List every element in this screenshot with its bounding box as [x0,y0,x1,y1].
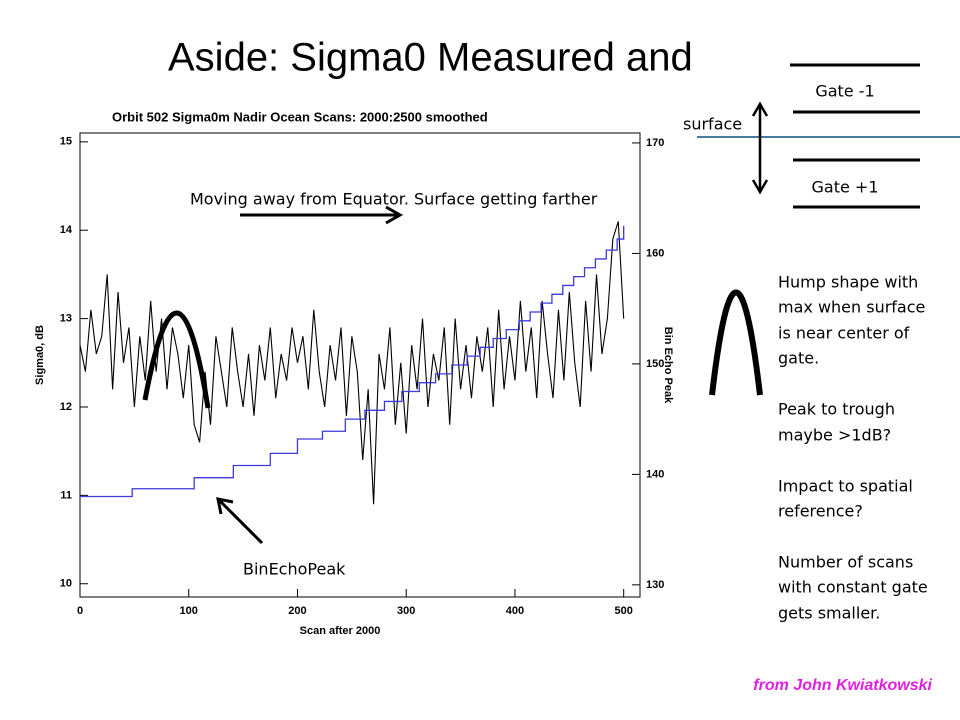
y2-tick-label: 160 [646,247,664,259]
note-line: maybe >1dB? [778,426,891,445]
hump-icon [709,289,763,396]
gate-label: Gate -1 [815,82,874,101]
y2-tick-label: 130 [646,579,664,591]
slide-title: Aside: Sigma0 Measured and [168,36,693,80]
series-line [79,221,625,505]
double-arrow [751,101,769,195]
y2-tick-label: 170 [646,137,664,149]
annotation: Moving away from Equator. Surface gettin… [190,190,598,209]
arrow [240,205,404,225]
notes: Hump shape with max when surface is near c… [778,273,928,623]
x-tick-label: 500 [615,605,633,617]
y2-tick-label: 140 [646,468,664,480]
y2-axis-label: Bin Echo Peak [662,327,674,404]
chart-title: Orbit 502 Sigma0m Nadir Ocean Scans: 200… [112,109,488,124]
series-line [80,225,625,498]
annotation: BinEchoPeak [243,560,346,579]
x-tick-label: 100 [180,605,198,617]
note-line: with constant gate [778,578,928,597]
arrow [216,497,264,545]
note-line: Impact to spatial [778,477,913,496]
credit: from John Kwiatkowski [753,677,932,694]
x-tick-label: 200 [288,605,306,617]
surface-label: surface [683,115,742,134]
note-line: Hump shape with [778,273,918,292]
note-line: gets smaller. [778,604,880,623]
note-line: reference? [778,502,863,521]
note-line: is near center of [778,324,910,343]
note-line: Peak to trough [778,400,895,419]
y-tick-label: 14 [60,224,73,236]
y-tick-label: 15 [60,136,72,148]
note-line: max when surface [778,298,925,317]
hump-overlay [142,310,211,409]
note-line: gate. [778,349,819,368]
x-axis-label: Scan after 2000 [300,625,381,637]
y-tick-label: 12 [60,401,72,413]
gate-label: Gate +1 [812,178,879,197]
x-tick-label: 300 [397,605,415,617]
y2-tick-label: 150 [646,358,664,370]
y-tick-label: 13 [60,313,72,325]
plot-frame [79,132,641,598]
y-tick-label: 10 [60,578,72,590]
y-axis-label: Sigma0, dB [34,325,46,385]
x-tick-label: 0 [77,605,83,617]
chart: Orbit 502 Sigma0m Nadir Ocean Scans: 200… [34,109,674,636]
note-line: Number of scans [778,553,913,572]
gate-lines [790,63,920,209]
x-tick-label: 400 [506,605,524,617]
y-tick-label: 11 [60,489,72,501]
